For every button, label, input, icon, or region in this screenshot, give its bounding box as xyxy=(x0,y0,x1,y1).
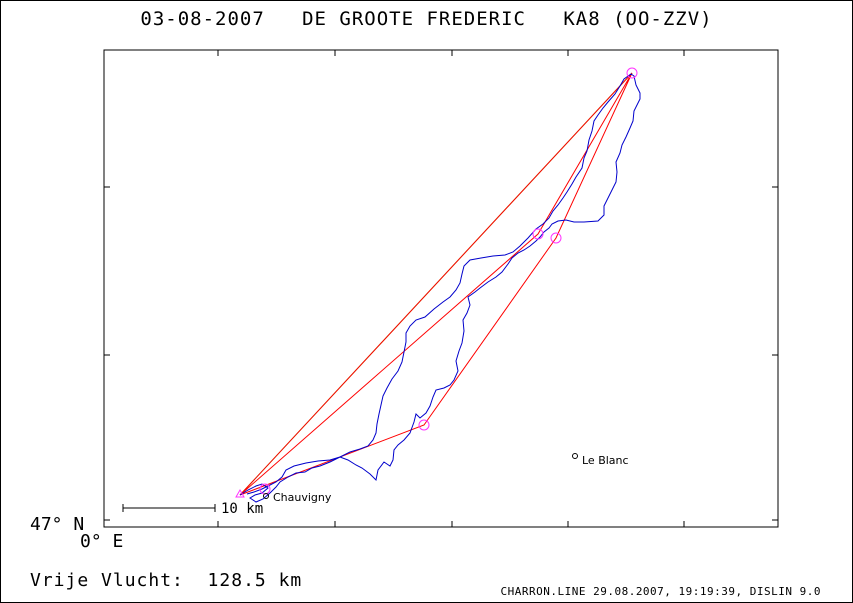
place-label-le-blanc: Le Blanc xyxy=(582,454,629,467)
scale-bar xyxy=(122,504,216,512)
plot-area xyxy=(103,49,779,528)
footer-info: CHARRON.LINE 29.08.2007, 19:19:39, DISLI… xyxy=(500,585,821,598)
turnpoint-3 xyxy=(550,232,562,244)
free-flight-distance: Vrije Vlucht: 128.5 km xyxy=(30,570,303,591)
turnpoints xyxy=(259,67,638,495)
le-blanc-marker xyxy=(572,453,578,459)
axis-ticks xyxy=(104,50,778,527)
chart-title: 03-08-2007 DE GROOTE FREDERIC KA8 (OO-ZZ… xyxy=(140,8,713,30)
turnpoint-1 xyxy=(626,67,638,79)
start-marker xyxy=(235,488,245,498)
place-label-chauvigny: Chauvigny xyxy=(273,491,332,504)
turnpoint-2 xyxy=(532,228,544,240)
longitude-label: 0° E xyxy=(80,531,124,552)
task-route xyxy=(239,72,633,496)
latitude-label: 47° N xyxy=(30,514,85,535)
scale-bar-label: 10 km xyxy=(221,501,263,517)
chauvigny-marker xyxy=(263,493,269,499)
turnpoint-4 xyxy=(418,419,430,431)
gps-track xyxy=(239,73,641,503)
